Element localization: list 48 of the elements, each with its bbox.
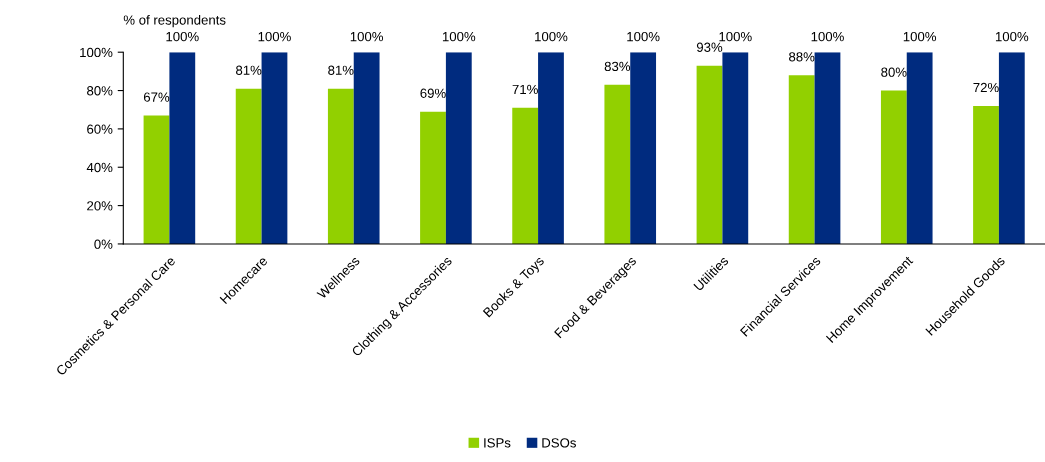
y-tick-label: 40% [86, 162, 113, 173]
data-label: 100% [627, 31, 660, 42]
y-tick-label: 60% [87, 124, 113, 134]
bar [630, 52, 657, 244]
data-label: 100% [811, 31, 844, 42]
y-tick-label: 80% [87, 86, 113, 96]
data-label: 69% [420, 88, 446, 98]
bar [261, 52, 288, 244]
bar [696, 65, 723, 244]
bar [538, 52, 564, 244]
bar [906, 52, 933, 244]
bar [788, 75, 815, 244]
bar [973, 105, 999, 244]
y-tick-label: 20% [87, 201, 113, 211]
data-label: 100% [903, 31, 937, 42]
bar [235, 88, 262, 244]
data-label: 100% [166, 31, 199, 42]
bar [143, 115, 170, 244]
y-tick-label: 100% [80, 47, 113, 58]
data-label: 71% [512, 84, 538, 95]
data-label: 100% [995, 31, 1029, 42]
bar [604, 84, 631, 244]
data-label: 100% [258, 31, 291, 42]
bar [722, 52, 749, 244]
legend-label: DSOs [542, 438, 576, 448]
legend-label: ISPs [484, 438, 511, 448]
bar [998, 52, 1025, 244]
data-label: 81% [328, 65, 354, 75]
data-label: 100% [535, 31, 568, 42]
data-label: 100% [442, 31, 476, 42]
bar [169, 52, 196, 244]
y-tick-label: 0% [94, 239, 113, 249]
data-label: 100% [350, 31, 384, 42]
bar [353, 52, 380, 244]
bar [420, 111, 446, 244]
data-label: 81% [236, 65, 262, 75]
data-label: 100% [719, 31, 752, 42]
data-label: 83% [604, 61, 631, 72]
bar [327, 88, 354, 244]
data-label: 88% [789, 52, 815, 62]
data-label: 93% [696, 42, 723, 52]
data-label: 80% [881, 67, 907, 77]
bar [445, 52, 472, 244]
data-label: 72% [973, 82, 999, 93]
bar [512, 107, 539, 244]
bar [814, 52, 841, 244]
y-axis-title: % of respondents [123, 14, 226, 28]
bar [880, 90, 907, 244]
